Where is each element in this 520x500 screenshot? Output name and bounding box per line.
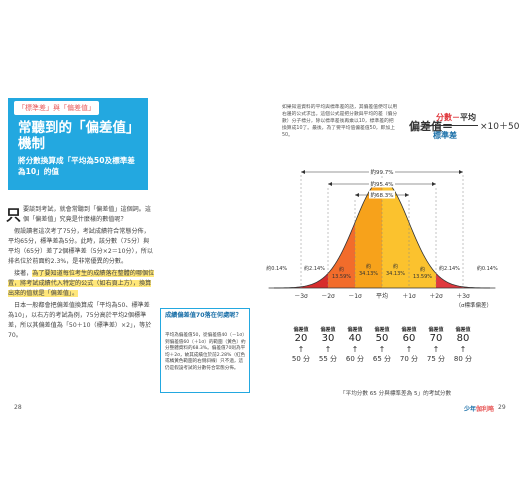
- paragraph-intro: 要談到考試，就會常聽到「偏差值」這個詞。這個「偏差值」究竟是什麼樣的數值呢？: [23, 206, 151, 223]
- deviation-column: 偏差值 40 ↑ 60 分: [338, 326, 372, 364]
- score-value: 50 分: [291, 355, 311, 363]
- span-label-bg: [369, 190, 395, 199]
- formula-tail: ×10＋50: [480, 122, 520, 132]
- region-label: 約: [393, 263, 398, 270]
- up-arrow-icon: ↑: [324, 345, 332, 354]
- deviation-value: 70: [429, 333, 443, 344]
- deviation-value: 20: [294, 333, 308, 344]
- deviation-column: 偏差值 20 ↑ 50 分: [284, 326, 318, 364]
- paragraph-highlight: 接著，為了要知道每位考生的成績落在整體的哪個位置，將考試成績代入特定的公式（如右…: [8, 270, 155, 297]
- deviation-header: 偏差值: [428, 327, 444, 333]
- score-value: 55 分: [318, 355, 338, 363]
- up-arrow-icon: ↑: [432, 345, 440, 354]
- up-arrow-icon: ↑: [405, 345, 413, 354]
- deviation-value: 50: [375, 333, 389, 344]
- callout-box: 成績偏差值70落在何處呢？ 平均為偏差值50，從偏差值40（－1σ）到偏差值60…: [160, 308, 250, 393]
- span-arrow-right: [405, 193, 409, 197]
- normal-distribution-chart: 約99.7%約95.4%約68.3%約34.13%約34.13%約13.59%約…: [266, 167, 498, 309]
- score-value: 70 分: [399, 355, 419, 363]
- tail-label: 約0.14%: [477, 265, 498, 272]
- deviation-column: 偏差值 30 ↑ 55 分: [311, 326, 345, 364]
- section-tag: 「標準差」與「偏差值」: [14, 101, 99, 115]
- up-arrow-icon: ↑: [351, 345, 359, 354]
- formula-label: 偏差值＝: [409, 120, 453, 133]
- deviation-value: 80: [456, 333, 470, 344]
- paragraph-japan: 日本一般都會把偏差值換算成「平均為50、標準差為10」，以右方的考試為例，75分…: [8, 302, 152, 339]
- x-tick-label: －3σ: [294, 293, 308, 300]
- brand-mark: 少年伽利略: [464, 406, 495, 413]
- deviation-header: 偏差值: [320, 327, 336, 333]
- page-title: 常聽到的「偏差值」機制: [18, 120, 140, 152]
- paragraph-example: 假設讀者這次考了75分，考試成績符合常態分佈，平均65分，標準差為5分。此時，該…: [8, 228, 153, 265]
- region-label: 13.59%: [332, 274, 351, 280]
- up-arrow-icon: ↑: [459, 345, 467, 354]
- region-label: 約: [339, 266, 344, 273]
- fraction-bar: [426, 125, 478, 126]
- score-value: 65 分: [372, 355, 392, 363]
- deviation-header: 偏差值: [293, 327, 309, 333]
- x-tick-label: ＋2σ: [429, 293, 443, 300]
- region-label: 約: [420, 266, 425, 273]
- x-tick-label: 平均: [376, 292, 388, 300]
- span-arrow-right: [432, 182, 436, 186]
- tail-label: 約2.14%: [304, 265, 325, 272]
- drop-cap: 只: [6, 206, 22, 224]
- tail-label: 約0.14%: [266, 265, 287, 272]
- formula-denominator: 標準差: [433, 131, 457, 140]
- tail-label: 約2.14%: [439, 265, 460, 272]
- region-label: 約: [366, 263, 371, 270]
- curve-region-1: [301, 273, 328, 288]
- span-arrow-left: [328, 182, 332, 186]
- formula-intro: 如果知道資料的平均與標準差的話，其偏差值便可以用右邊的公式求出。這個公式是把分數…: [282, 105, 398, 138]
- curve-region-right-red: [436, 273, 463, 288]
- region-label: 34.13%: [359, 271, 378, 277]
- score-value: 75 分: [426, 355, 446, 363]
- span-arrow-right: [459, 170, 463, 174]
- deviation-column: 偏差值 80 ↑ 80 分: [446, 326, 480, 364]
- deviation-header: 偏差值: [374, 327, 390, 333]
- x-tick-label: ＋1σ: [402, 293, 416, 300]
- span-arrow-left: [355, 193, 359, 197]
- span-label: 約95.4%: [371, 180, 394, 188]
- deviation-header: 偏差值: [401, 327, 417, 333]
- formula-numerator: 分數－平均: [436, 113, 476, 122]
- score-annotation: 「平均分數 65 分與標準差為 5」的考試分數: [340, 391, 452, 397]
- x-tick-label: －2σ: [321, 293, 335, 300]
- deviation-value: 40: [348, 333, 362, 344]
- score-value: 60 分: [345, 355, 365, 363]
- body-column: 假設讀者這次考了75分，考試成績符合常態分佈，平均65分，標準差為5分。此時，該…: [8, 227, 155, 341]
- deviation-column: 偏差值 50 ↑ 65 分: [365, 326, 399, 364]
- deviation-header: 偏差值: [347, 327, 363, 333]
- deviation-value: 30: [321, 333, 335, 344]
- score-value: 80 分: [453, 355, 473, 363]
- span-label-bg: [369, 167, 395, 176]
- span-label: 約68.3%: [371, 191, 394, 199]
- up-arrow-icon: ↑: [378, 345, 386, 354]
- page-number-left: 28: [14, 404, 22, 411]
- region-label: 34.13%: [386, 271, 405, 277]
- callout-title: 成績偏差值70落在何處呢？: [165, 312, 242, 319]
- page-subtitle: 將分數換算成「平均為50及標準差為10」的值: [18, 156, 135, 176]
- deviation-column: 偏差值 60 ↑ 70 分: [392, 326, 426, 364]
- span-label: 約99.7%: [371, 168, 394, 176]
- deviation-column: 偏差值 70 ↑ 75 分: [419, 326, 453, 364]
- region-label: 13.59%: [413, 274, 432, 280]
- x-axis-note: （σ標準偏差）: [456, 301, 493, 309]
- x-tick-label: －1σ: [348, 293, 362, 300]
- up-arrow-icon: ↑: [297, 345, 305, 354]
- page-number-right: 29: [498, 404, 506, 411]
- x-tick-label: ＋3σ: [456, 293, 470, 300]
- span-label-bg: [369, 179, 395, 188]
- callout-body: 平均為偏差值50，從偏差值40（－1σ）到偏差值60（＋1σ）的範圍（黃色）約分…: [165, 333, 247, 371]
- span-arrow-left: [301, 170, 305, 174]
- deviation-header: 偏差值: [455, 327, 471, 333]
- deviation-value: 60: [402, 333, 416, 344]
